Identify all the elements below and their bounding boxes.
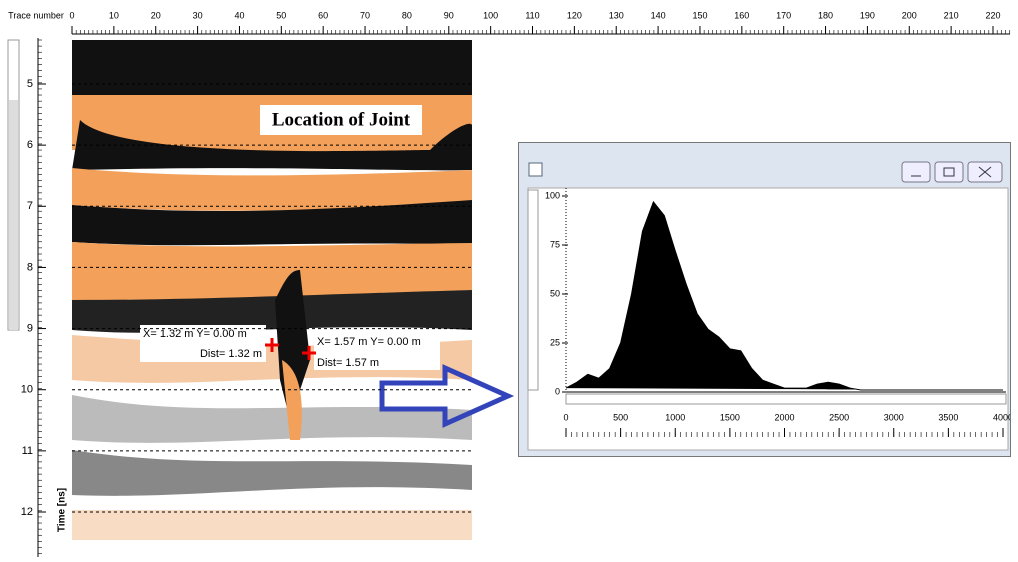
tick-label: 0: [69, 10, 74, 20]
pick-dist: Dist= 1.57 m: [317, 357, 379, 369]
tick-label: 220: [985, 10, 1000, 20]
tick-label: 10: [109, 10, 119, 20]
tick-label: 2500: [829, 412, 849, 422]
tick-label: 9: [27, 322, 33, 334]
minimize-button[interactable]: [901, 161, 931, 183]
pick-marker: [302, 346, 316, 360]
pick-box: [314, 334, 440, 370]
tick-label: 90: [444, 10, 454, 20]
annotation-box: [260, 105, 422, 135]
tick-label: 3500: [938, 412, 958, 422]
tick-label: 170: [776, 10, 791, 20]
tick-label: 8: [27, 261, 33, 273]
arrow: [379, 364, 515, 428]
tick-label: 140: [651, 10, 666, 20]
scroll-thumb[interactable]: [9, 100, 18, 330]
tick-label: 80: [402, 10, 412, 20]
pick-marker: [265, 338, 279, 352]
tick-label: 0: [555, 386, 560, 396]
left-axis-label: Time [ns]: [57, 488, 68, 532]
tick-label: 150: [692, 10, 707, 20]
tick-label: 7: [27, 200, 33, 212]
tick-label: 0: [563, 412, 568, 422]
scrollbar[interactable]: [565, 393, 1007, 405]
tick-label: 10: [21, 384, 33, 396]
tick-label: 100: [545, 190, 560, 200]
tick-label: 6: [27, 139, 33, 151]
annotation: Location of Joint: [272, 109, 411, 130]
tick-label: 500: [613, 412, 628, 422]
tick-label: 30: [193, 10, 203, 20]
tick-label: 190: [860, 10, 875, 20]
tick-label: 1500: [720, 412, 740, 422]
tick-label: 5: [27, 78, 33, 90]
maximize-button[interactable]: [934, 161, 964, 183]
pick-xy: X= 1.32 m Y= 0.00 m: [143, 328, 247, 340]
tick-label: 100: [483, 10, 498, 20]
tick-label: 130: [609, 10, 624, 20]
tick-label: 60: [318, 10, 328, 20]
pick-dist: Dist= 1.32 m: [200, 348, 262, 360]
pick-box: [140, 325, 266, 362]
tick-label: 11: [22, 445, 33, 457]
window-icon: [528, 162, 543, 177]
tick-label: 1000: [665, 412, 685, 422]
area: [565, 200, 1003, 391]
tick-label: 70: [360, 10, 370, 20]
tick-label: 20: [151, 10, 161, 20]
spectrum-window: [518, 142, 1011, 457]
tick-label: 50: [550, 288, 560, 298]
tick-label: 50: [276, 10, 286, 20]
tick-label: 210: [944, 10, 959, 20]
tick-label: 120: [567, 10, 582, 20]
tick-label: 25: [550, 337, 560, 347]
tick-label: 180: [818, 10, 833, 20]
tick-label: 200: [902, 10, 917, 20]
tick-label: 160: [734, 10, 749, 20]
tick-label: 2000: [774, 412, 794, 422]
tick-label: 12: [21, 506, 33, 518]
pick-xy: X= 1.57 m Y= 0.00 m: [317, 336, 421, 348]
tick-label: 75: [550, 239, 560, 249]
tick-label: 3000: [884, 412, 904, 422]
tick-label: 40: [234, 10, 244, 20]
tick-label: 4000: [993, 412, 1013, 422]
scrollbar[interactable]: [527, 189, 539, 391]
tick-label: 110: [525, 10, 539, 20]
top-axis-label: Trace number: [8, 10, 64, 20]
